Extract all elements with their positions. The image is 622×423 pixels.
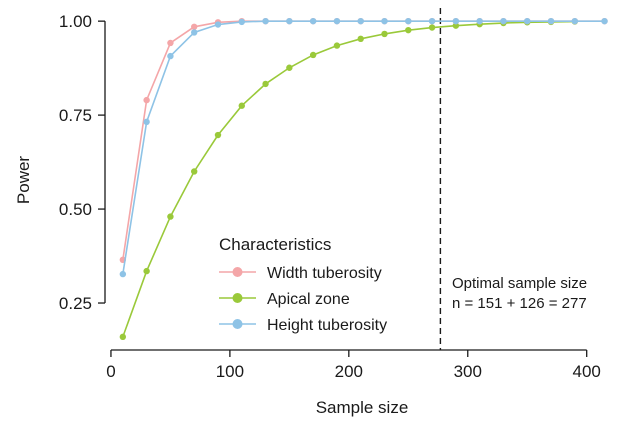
data-point bbox=[405, 18, 411, 24]
data-point bbox=[500, 18, 506, 24]
series-height-tuberosity bbox=[120, 18, 608, 277]
data-point bbox=[167, 213, 173, 219]
data-point bbox=[215, 132, 221, 138]
data-point bbox=[405, 27, 411, 33]
legend-item: Apical zone bbox=[219, 291, 350, 308]
optimal-sample-size-annotation: Optimal sample size n = 151 + 126 = 277 bbox=[452, 275, 587, 312]
data-point bbox=[143, 268, 149, 274]
legend-label: Width tuberosity bbox=[267, 265, 382, 282]
data-point bbox=[167, 53, 173, 59]
data-point bbox=[262, 81, 268, 87]
legend-swatch-point bbox=[233, 267, 243, 277]
data-point bbox=[286, 18, 292, 24]
x-tick-label: 100 bbox=[216, 362, 244, 381]
legend-item: Height tuberosity bbox=[219, 317, 387, 334]
data-point bbox=[191, 29, 197, 35]
data-point bbox=[143, 119, 149, 125]
data-point bbox=[429, 18, 435, 24]
data-point bbox=[358, 18, 364, 24]
legend-label: Height tuberosity bbox=[267, 317, 387, 334]
data-point bbox=[358, 36, 364, 42]
legend-label: Apical zone bbox=[267, 291, 350, 308]
y-axis-ticks: 0.25 0.50 0.75 1.00 bbox=[59, 12, 105, 313]
data-point bbox=[572, 18, 578, 24]
legend-swatch-point bbox=[233, 293, 243, 303]
data-point bbox=[453, 18, 459, 24]
legend-items: Width tuberosity Apical zone Height tubero… bbox=[219, 265, 387, 334]
annotation-line-2: n = 151 + 126 = 277 bbox=[452, 295, 587, 312]
data-point bbox=[120, 334, 126, 340]
data-point bbox=[548, 18, 554, 24]
data-point bbox=[191, 24, 197, 30]
data-point bbox=[310, 18, 316, 24]
data-point bbox=[262, 18, 268, 24]
data-point bbox=[239, 103, 245, 109]
x-axis-title: Sample size bbox=[316, 398, 409, 417]
x-tick-label: 200 bbox=[335, 362, 363, 381]
data-point bbox=[429, 24, 435, 30]
series-line bbox=[123, 21, 605, 260]
data-point bbox=[239, 19, 245, 25]
data-point bbox=[310, 52, 316, 58]
y-tick-label: 0.25 bbox=[59, 294, 92, 313]
data-point bbox=[334, 42, 340, 48]
annotation-line-1: Optimal sample size bbox=[452, 275, 587, 292]
data-point bbox=[601, 18, 607, 24]
data-point bbox=[524, 18, 530, 24]
data-point bbox=[286, 65, 292, 71]
y-tick-label: 0.50 bbox=[59, 200, 92, 219]
data-point bbox=[143, 97, 149, 103]
data-point bbox=[191, 168, 197, 174]
data-point bbox=[120, 271, 126, 277]
x-axis-ticks: 0 100 200 300 400 bbox=[106, 350, 601, 381]
x-tick-label: 300 bbox=[454, 362, 482, 381]
legend-item: Width tuberosity bbox=[219, 265, 382, 282]
legend: Characteristics Width tuberosity Apical z… bbox=[219, 235, 387, 334]
y-tick-label: 0.75 bbox=[59, 106, 92, 125]
data-point bbox=[167, 40, 173, 46]
x-tick-label: 400 bbox=[573, 362, 601, 381]
legend-title: Characteristics bbox=[219, 235, 331, 254]
series-line bbox=[123, 21, 605, 274]
x-tick-label: 0 bbox=[106, 362, 115, 381]
y-tick-label: 1.00 bbox=[59, 12, 92, 31]
data-point bbox=[476, 18, 482, 24]
legend-swatch-point bbox=[233, 319, 243, 329]
data-point bbox=[215, 21, 221, 27]
data-point bbox=[334, 18, 340, 24]
data-point bbox=[381, 18, 387, 24]
series-width-tuberosity bbox=[120, 18, 608, 263]
y-axis-title: Power bbox=[14, 156, 33, 205]
data-point bbox=[381, 31, 387, 37]
